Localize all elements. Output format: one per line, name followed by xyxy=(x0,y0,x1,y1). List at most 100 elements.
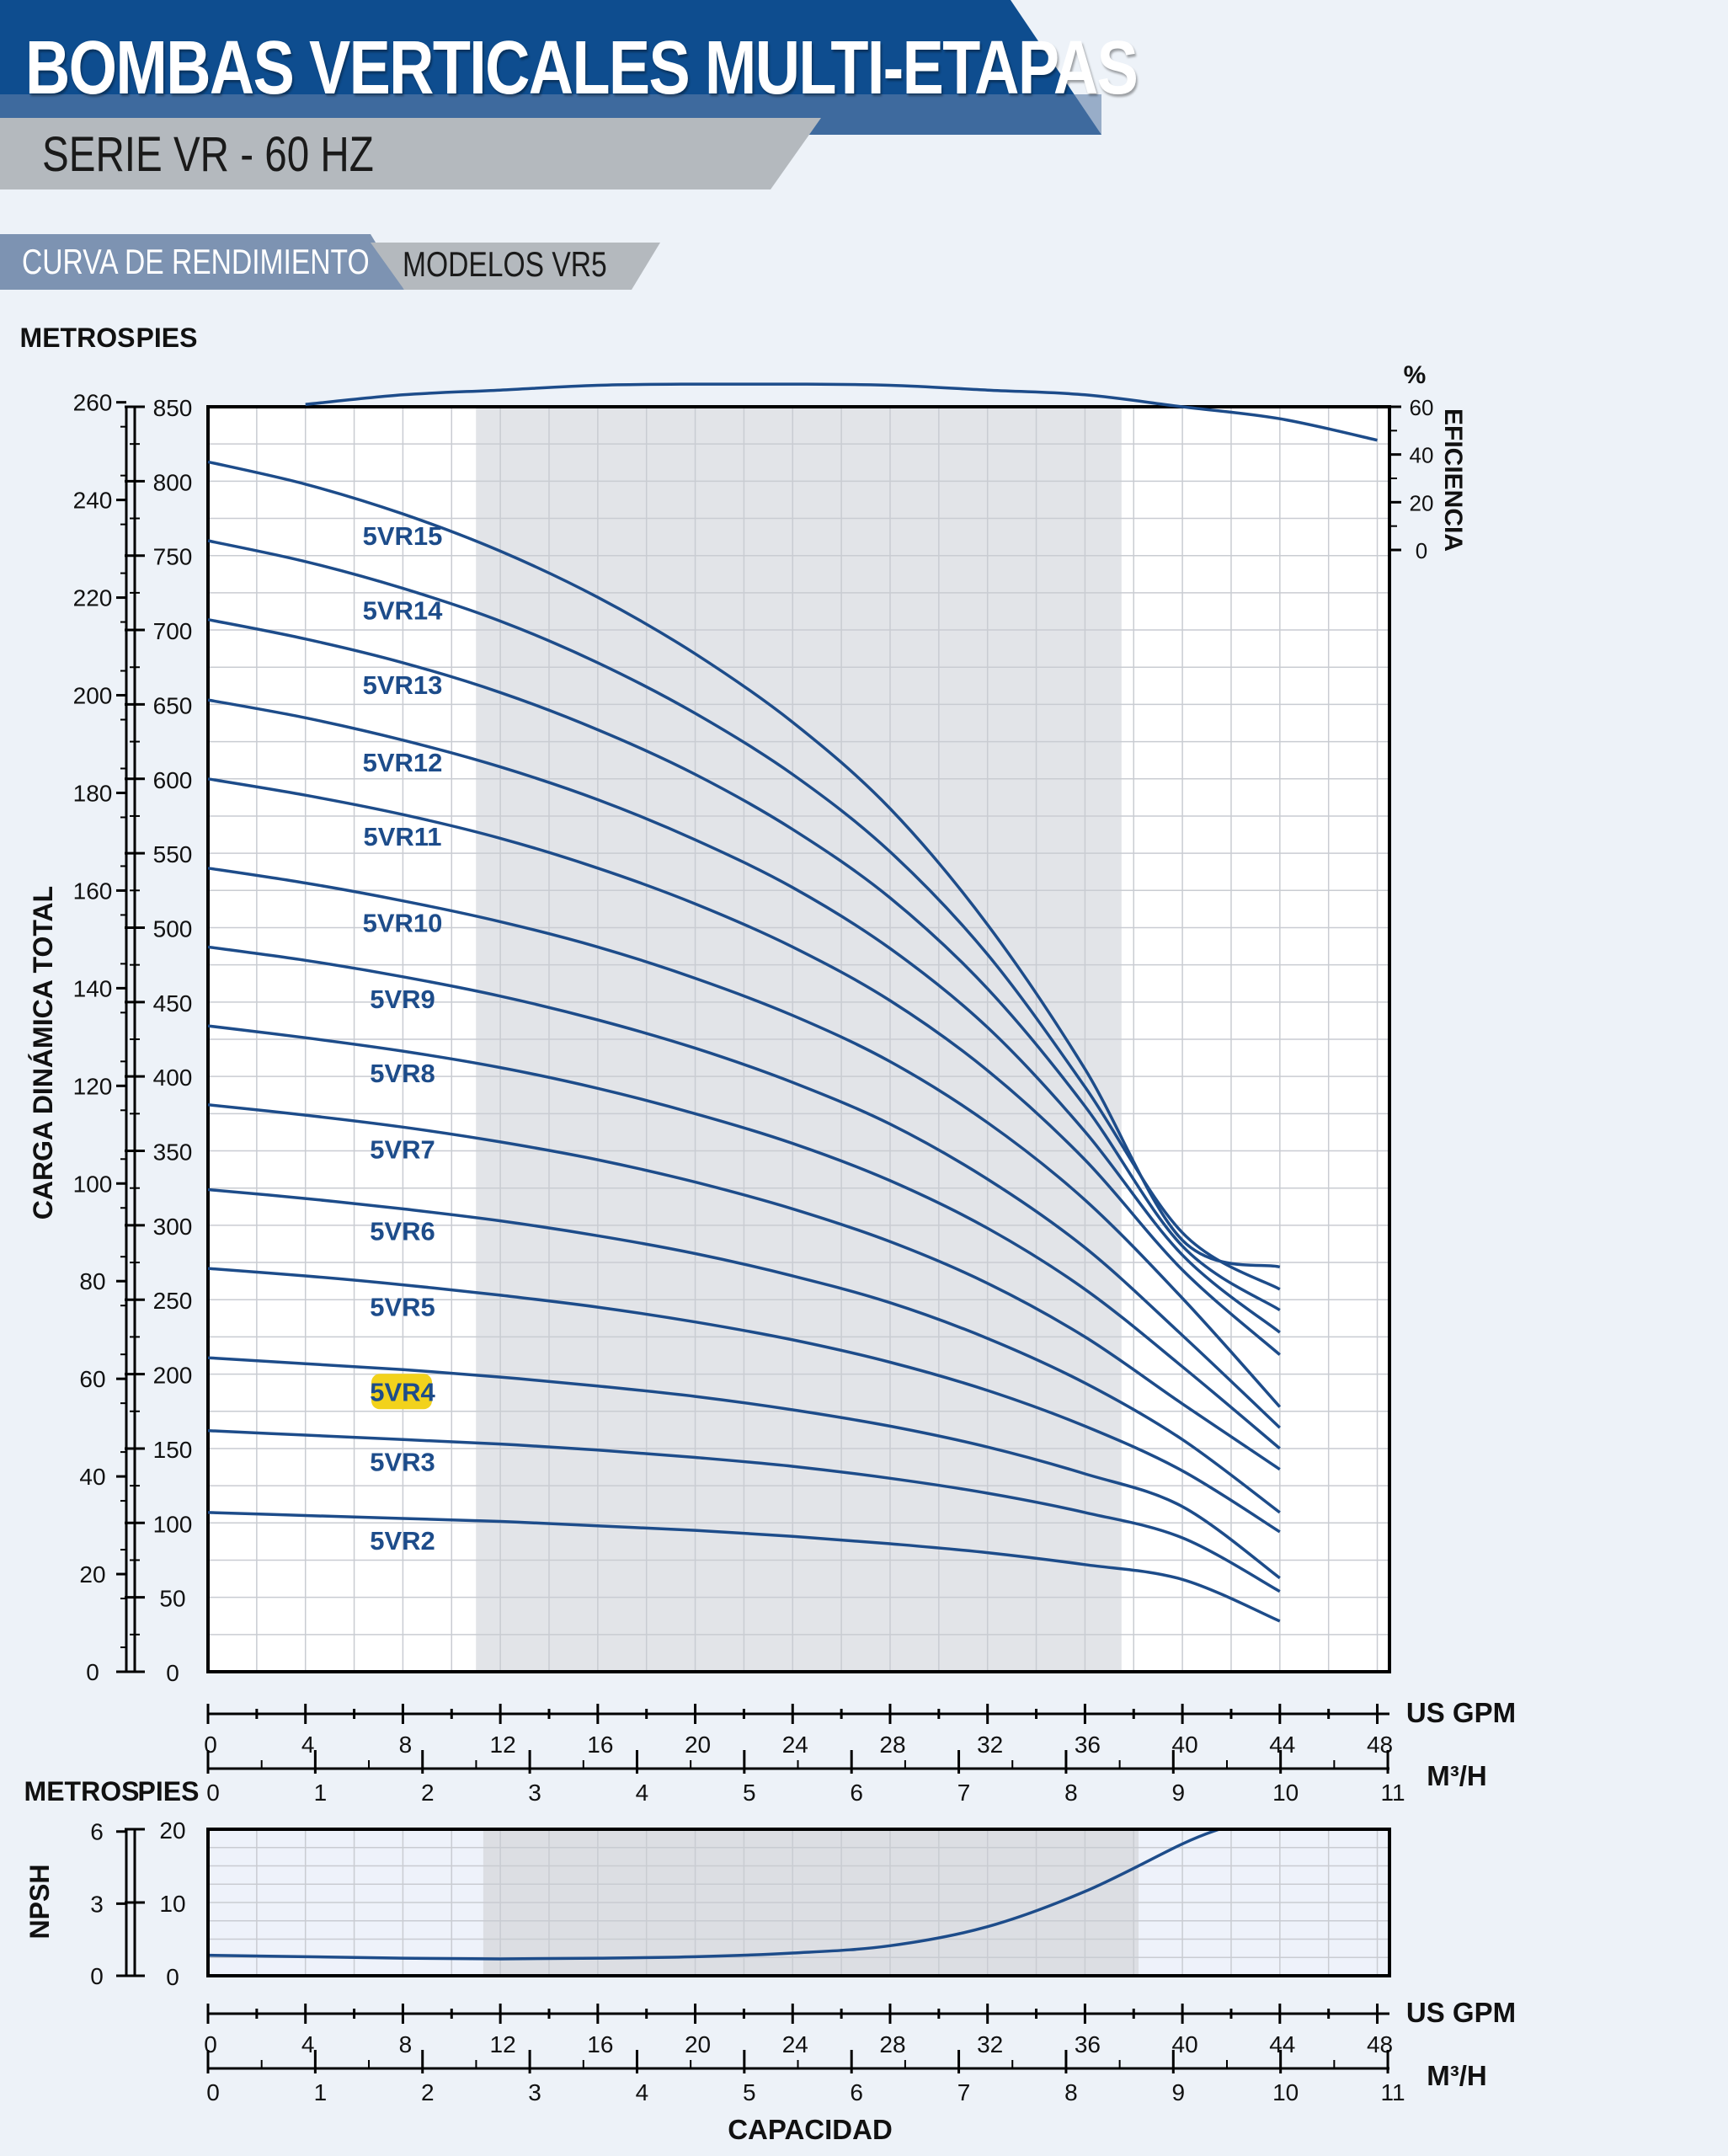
main-gpm-tick-label: 32 xyxy=(977,1732,1003,1758)
series-label-5vr10: 5VR10 xyxy=(363,909,443,938)
feet-unit-label: PIES xyxy=(136,323,198,353)
main-m3h-tick-label: 10 xyxy=(1272,1780,1299,1806)
npsh-m3h-tick-label: 0 xyxy=(206,2079,220,2105)
efficiency-curve xyxy=(305,382,1378,442)
feet-tick-label: 150 xyxy=(153,1437,193,1463)
feet-tick-label: 750 xyxy=(153,544,193,570)
feet-tick-label: 700 xyxy=(153,618,193,644)
npsh-plot-frame xyxy=(206,1828,1391,1977)
npsh-m3h-tick-label: 4 xyxy=(636,2079,649,2105)
meters-tick-label: 100 xyxy=(73,1171,113,1197)
main-m3h-tick-label: 0 xyxy=(206,1780,220,1806)
main-m3h-tick-label: 8 xyxy=(1064,1780,1078,1806)
series-label-5vr7: 5VR7 xyxy=(370,1134,435,1164)
series-label-5vr11: 5VR11 xyxy=(363,822,441,851)
main-gpm-tick-label: 8 xyxy=(399,1732,413,1758)
main-m3h-tick-label: 2 xyxy=(421,1780,435,1806)
tab-models-shape[interactable] xyxy=(371,243,660,290)
meters-tick-label: 40 xyxy=(79,1464,105,1490)
efficiency-axis-title: EFICIENCIA xyxy=(1439,408,1467,552)
npsh-m3h-unit-label: M³/H xyxy=(1427,2060,1486,2091)
npsh-m3h-tick-label: 9 xyxy=(1172,2079,1186,2105)
series-label-5vr3: 5VR3 xyxy=(370,1447,435,1476)
curve-5vr3 xyxy=(207,1428,1281,1593)
main-m3h-tick-label: 6 xyxy=(850,1780,863,1806)
main-gpm-tick-label: 24 xyxy=(782,1732,808,1758)
feet-tick-label: 400 xyxy=(153,1065,193,1091)
curve-5vr14 xyxy=(207,539,1281,1291)
meters-tick-label: 140 xyxy=(73,975,113,1001)
main-m3h-tick-label: 3 xyxy=(528,1780,541,1806)
npsh-m3h-tick-label: 10 xyxy=(1272,2079,1299,2105)
curve-5vr2 xyxy=(207,1511,1281,1623)
feet-tick-label: 200 xyxy=(153,1363,193,1389)
plot-frame xyxy=(206,405,1391,1673)
npsh-meters-tick-label: 3 xyxy=(90,1891,104,1917)
feet-tick-label: 600 xyxy=(153,767,193,793)
meters-tick-label: 160 xyxy=(73,878,113,904)
section-tabs xyxy=(0,234,660,290)
feet-tick-label: 100 xyxy=(153,1511,193,1537)
feet-tick-label: 250 xyxy=(153,1288,193,1314)
page-subtitle: SERIE VR - 60 HZ xyxy=(42,127,374,182)
curve-5vr9 xyxy=(207,945,1282,1429)
npsh-gpm-tick-label: 12 xyxy=(490,2031,516,2057)
meters-unit-label: METROS xyxy=(20,323,136,353)
npsh-m3h-tick-label: 7 xyxy=(957,2079,971,2105)
main-gpm-tick-label: 16 xyxy=(587,1732,613,1758)
npsh-gpm-tick-label: 40 xyxy=(1172,2031,1198,2057)
main-m3h-unit-label: M³/H xyxy=(1427,1760,1486,1791)
main-m3h-tick-label: 1 xyxy=(314,1780,328,1806)
npsh-gpm-unit-label: US GPM xyxy=(1406,1997,1516,2028)
meters-tick-label: 120 xyxy=(73,1073,113,1099)
main-m3h-tick-label: 5 xyxy=(743,1780,756,1806)
curve-5vr8 xyxy=(207,1024,1281,1450)
main-gpm-tick-label: 20 xyxy=(685,1732,711,1758)
npsh-gpm-tick-label: 24 xyxy=(782,2031,808,2057)
npsh-feet-tick-label: 10 xyxy=(159,1891,185,1917)
meters-tick-label: 220 xyxy=(73,585,113,611)
main-gpm-tick-label: 12 xyxy=(490,1732,516,1758)
feet-tick-label: 650 xyxy=(153,692,193,718)
efficiency-tick-label: 0 xyxy=(1416,538,1427,563)
npsh-m3h-tick-label: 6 xyxy=(850,2079,863,2105)
npsh-feet-unit-label: PIES xyxy=(138,1776,200,1806)
main-gpm-tick-label: 40 xyxy=(1172,1732,1198,1758)
tab-models-label[interactable]: MODELOS VR5 xyxy=(403,244,607,284)
y-axis-title: CARGA DINÁMICA TOTAL xyxy=(28,886,58,1219)
curve-5vr11 xyxy=(207,777,1281,1356)
main-m3h-tick-label: 9 xyxy=(1172,1780,1186,1806)
feet-tick-label: 50 xyxy=(159,1586,185,1612)
series-label-5vr6: 5VR6 xyxy=(370,1216,435,1246)
curve-5vr12 xyxy=(207,698,1281,1334)
main-m3h-tick-label: 11 xyxy=(1380,1780,1405,1806)
series-label-5vr2: 5VR2 xyxy=(370,1526,435,1556)
feet-tick-label: 800 xyxy=(153,469,193,495)
npsh-gpm-tick-label: 36 xyxy=(1075,2031,1101,2057)
feet-tick-label: 550 xyxy=(153,841,193,867)
main-gpm-tick-label: 44 xyxy=(1269,1732,1295,1758)
npsh-m3h-tick-label: 11 xyxy=(1380,2079,1405,2105)
series-label-5vr8: 5VR8 xyxy=(370,1059,435,1088)
main-m3h-tick-label: 7 xyxy=(957,1780,971,1806)
npsh-gpm-tick-label: 32 xyxy=(977,2031,1003,2057)
feet-tick-label: 350 xyxy=(153,1139,193,1166)
feet-tick-label: 300 xyxy=(153,1214,193,1240)
tab-curve-label[interactable]: CURVA DE RENDIMIENTO xyxy=(22,242,370,281)
efficiency-unit-label: % xyxy=(1404,361,1427,389)
tab-curve-shape[interactable] xyxy=(0,234,404,290)
feet-tick-label: 450 xyxy=(153,990,193,1017)
curve-5vr5 xyxy=(207,1267,1281,1534)
meters-tick-label: 80 xyxy=(79,1268,105,1294)
curve-5vr13 xyxy=(207,617,1281,1312)
npsh-gpm-tick-label: 44 xyxy=(1269,2031,1295,2057)
npsh-gpm-tick-label: 0 xyxy=(204,2031,217,2057)
series-label-5vr15: 5VR15 xyxy=(363,521,443,551)
feet-tick-label: 850 xyxy=(153,395,193,421)
main-gpm-tick-label: 36 xyxy=(1075,1732,1101,1758)
npsh-m3h-tick-label: 5 xyxy=(743,2079,756,2105)
meters-tick-label: 260 xyxy=(73,390,113,416)
feet-tick-label: 0 xyxy=(166,1660,179,1686)
main-gpm-unit-label: US GPM xyxy=(1406,1697,1516,1728)
main-gpm-tick-label: 28 xyxy=(879,1732,905,1758)
